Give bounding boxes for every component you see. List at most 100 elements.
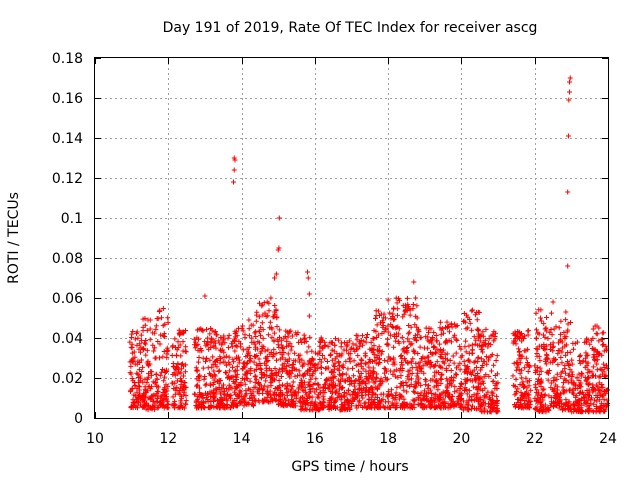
data-point: [222, 340, 228, 346]
data-point: [315, 365, 321, 371]
data-point: [591, 352, 597, 358]
data-point: [194, 367, 200, 373]
data-point: [172, 336, 178, 342]
data-point: [526, 405, 532, 411]
data-point: [276, 385, 282, 391]
data-point: [512, 329, 518, 335]
data-point: [415, 332, 421, 338]
data-point: [278, 342, 284, 348]
data-point: [208, 404, 214, 410]
data-point: [317, 356, 323, 362]
data-point: [576, 377, 582, 383]
data-point: [601, 408, 607, 414]
data-point: [356, 376, 362, 382]
data-point: [553, 324, 559, 330]
data-point: [177, 388, 183, 394]
data-point: [457, 360, 463, 366]
data-point: [306, 291, 312, 297]
data-point: [567, 89, 573, 95]
data-point: [519, 375, 525, 381]
data-point: [178, 400, 184, 406]
data-point: [382, 357, 388, 363]
data-point: [238, 400, 244, 406]
data-point: [452, 384, 458, 390]
data-point: [231, 167, 237, 173]
data-point: [420, 363, 426, 369]
data-point: [178, 396, 184, 402]
data-point: [141, 397, 147, 403]
data-point: [221, 349, 227, 355]
data-point: [437, 325, 443, 331]
data-point: [142, 395, 148, 401]
data-point: [264, 388, 270, 394]
data-point: [384, 404, 390, 410]
data-point: [264, 394, 270, 400]
data-point: [514, 389, 520, 395]
data-point: [276, 377, 282, 383]
data-point: [590, 373, 596, 379]
data-point: [489, 404, 495, 410]
data-point: [198, 402, 204, 408]
data-point: [407, 312, 413, 318]
data-point: [561, 329, 567, 335]
data-point: [211, 377, 217, 383]
data-point: [536, 381, 542, 387]
data-point: [599, 336, 605, 342]
data-point: [269, 334, 275, 340]
data-point: [452, 389, 458, 395]
data-point: [308, 376, 314, 382]
data-point: [257, 362, 263, 368]
data-point: [460, 319, 466, 325]
data-point: [268, 325, 274, 331]
data-point: [427, 359, 433, 365]
data-point: [332, 397, 338, 403]
data-point: [180, 383, 186, 389]
data-point: [555, 392, 561, 398]
data-point: [449, 324, 455, 330]
data-point: [134, 389, 140, 395]
data-point: [390, 402, 396, 408]
data-point: [395, 306, 401, 312]
data-point: [595, 349, 601, 355]
data-point: [270, 353, 276, 359]
data-point: [181, 373, 187, 379]
data-point: [340, 371, 346, 377]
data-point: [469, 342, 475, 348]
data-point: [207, 389, 213, 395]
data-point: [573, 393, 579, 399]
data-point: [548, 327, 554, 333]
data-point: [314, 406, 320, 412]
data-point: [437, 364, 443, 370]
data-point: [481, 393, 487, 399]
data-point: [147, 337, 153, 343]
data-point: [216, 400, 222, 406]
data-point: [577, 358, 583, 364]
data-point: [378, 311, 384, 317]
data-point: [399, 359, 405, 365]
data-point: [466, 343, 472, 349]
data-point: [322, 356, 328, 362]
data-point: [590, 364, 596, 370]
data-point: [373, 354, 379, 360]
data-point: [150, 398, 156, 404]
data-point: [379, 331, 385, 337]
data-point: [526, 395, 532, 401]
x-axis-label: GPS time / hours: [291, 459, 408, 475]
data-point: [393, 390, 399, 396]
data-point: [135, 394, 141, 400]
data-point: [391, 359, 397, 365]
data-point: [233, 403, 239, 409]
data-point: [576, 397, 582, 403]
data-point: [387, 356, 393, 362]
data-point: [203, 356, 209, 362]
data-point: [317, 343, 323, 349]
data-point: [459, 353, 465, 359]
data-point: [428, 377, 434, 383]
data-point: [155, 389, 161, 395]
data-point: [265, 313, 271, 319]
data-point: [370, 376, 376, 382]
data-point: [243, 388, 249, 394]
data-point: [229, 344, 235, 350]
data-point: [378, 351, 384, 357]
data-point: [344, 347, 350, 353]
